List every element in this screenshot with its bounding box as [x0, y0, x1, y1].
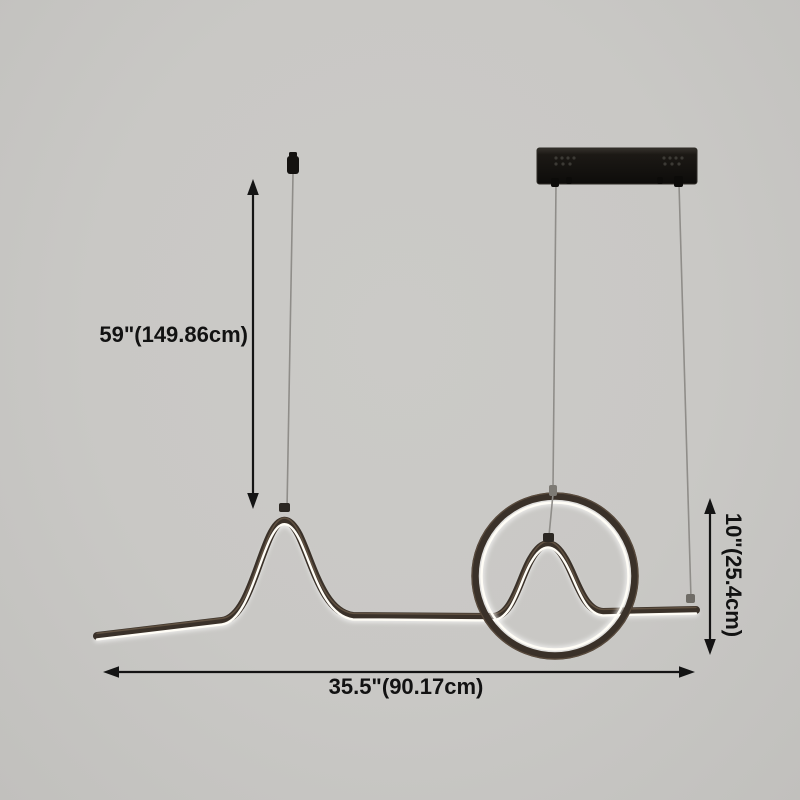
peak-wire-connector — [279, 503, 290, 512]
canopy-wire-grips — [551, 176, 683, 187]
height-arrow-down-icon — [247, 493, 259, 509]
drop-arrow-down-icon — [704, 639, 716, 655]
width-arrow-left-icon — [103, 666, 119, 678]
canopy-body — [536, 147, 698, 185]
led-ring — [471, 492, 639, 660]
center-suspension-wire — [552, 183, 557, 489]
wave-tube-highlight — [96, 517, 697, 635]
width-dimension-label: 35.5"(90.17cm) — [328, 674, 484, 699]
drop-arrow-up-icon — [704, 498, 716, 514]
ring-led-strip — [480, 501, 630, 651]
canopy-vent-holes — [554, 156, 684, 166]
wave-tube-body — [93, 516, 700, 640]
wave-led-strip — [95, 522, 698, 641]
dimension-annotations — [103, 179, 716, 678]
wire-connectors — [279, 485, 695, 603]
led-wave-tube — [93, 516, 700, 643]
left-suspension-wire — [286, 173, 294, 510]
bar-end-connector — [686, 594, 695, 603]
height-dimension-label: 59"(149.86cm) — [99, 322, 248, 347]
suspension-wires — [286, 173, 692, 600]
ring-inner-wire — [548, 493, 554, 537]
height-arrow-up-icon — [247, 179, 259, 195]
left-wire-ceiling-grip — [287, 152, 299, 174]
right-suspension-wire — [678, 183, 692, 600]
width-arrow-right-icon — [679, 666, 695, 678]
drop-dimension-label: 10"(25.4cm) — [721, 512, 746, 638]
inner-peak-connector — [543, 533, 554, 542]
ring-tube-body — [471, 492, 639, 660]
ceiling-canopy — [536, 147, 698, 187]
ring-top-connector — [549, 485, 557, 496]
